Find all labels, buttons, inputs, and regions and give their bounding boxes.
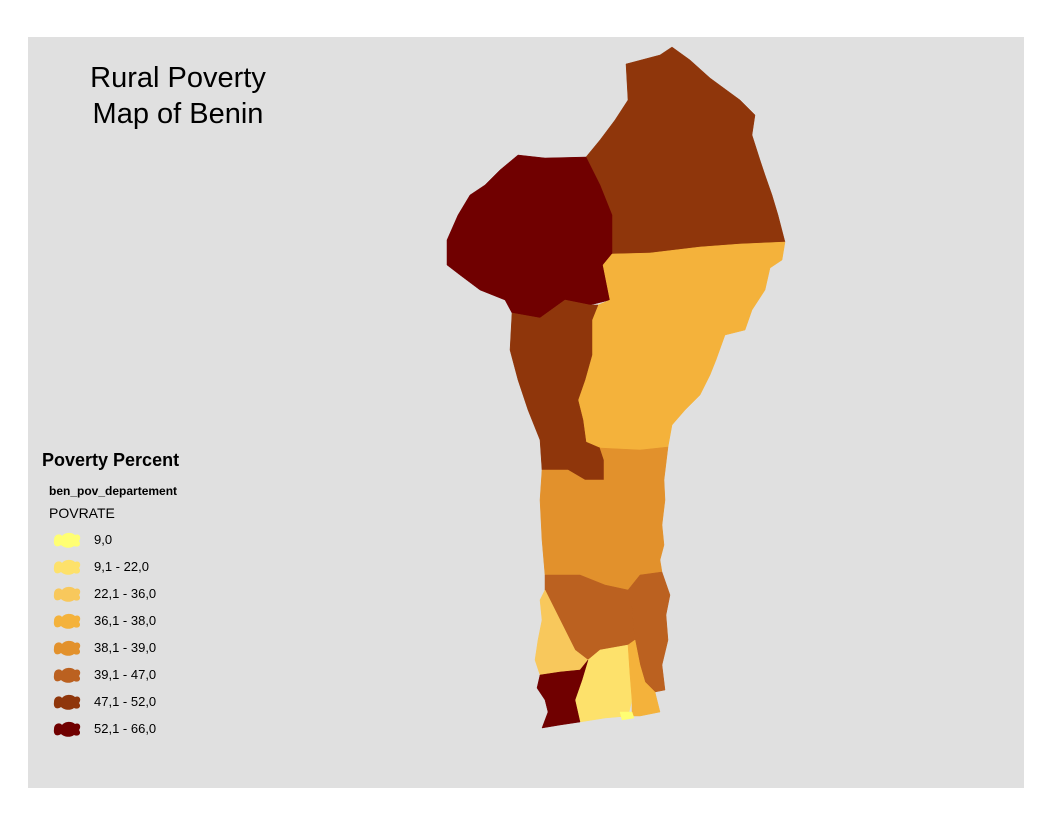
map-title-line-1: Rural Poverty [90,62,266,94]
legend-item-label: 9,1 - 22,0 [94,559,149,574]
legend-swatch-icon [53,559,81,575]
region-north-west[interactable] [446,154,613,319]
region-south-east[interactable] [627,571,671,693]
legend-item: 36,1 - 38,0 [52,612,262,639]
legend-item-label: 22,1 - 36,0 [94,586,157,601]
legend-title: Poverty Percent [42,450,180,470]
legend-swatch-icon [53,586,81,602]
region-central-west[interactable] [509,299,605,481]
legend-item: 9,1 - 22,0 [52,558,262,585]
region-south-cotonou[interactable] [619,711,635,721]
legend: Poverty Percent ben_pov_departement POVR… [42,449,262,747]
legend-swatch-icon [53,532,81,548]
region-south-porto-novo[interactable] [627,639,661,717]
legend-item: 9,0 [52,531,262,558]
legend-item-label: 9,0 [94,532,113,547]
region-north-east[interactable] [585,46,786,255]
legend-item: 47,1 - 52,0 [52,693,262,720]
legend-swatch-icon [53,613,81,629]
legend-swatch-icon [53,640,81,656]
region-central-east[interactable] [577,241,786,451]
legend-layer-name: ben_pov_departement [49,484,178,498]
legend-item-label: 38,1 - 39,0 [94,640,157,655]
map-title: Rural Poverty Map of Benin [42,60,314,132]
legend-item-label: 39,1 - 47,0 [94,667,157,682]
legend-swatch-icon [53,667,81,683]
legend-item-label: 36,1 - 38,0 [94,613,157,628]
legend-swatch-icon [53,721,81,737]
legend-items: 9,0 9,1 - 22,0 22,1 - 36,0 36,1 - 38,0 3… [42,531,262,747]
legend-field-name: POVRATE [49,505,115,521]
legend-item-label: 47,1 - 52,0 [94,694,157,709]
legend-item: 22,1 - 36,0 [52,585,262,612]
legend-item-label: 52,1 - 66,0 [94,721,157,736]
map-title-line-2: Map of Benin [92,98,264,130]
region-south-ouidah[interactable] [536,659,589,729]
legend-item: 39,1 - 47,0 [52,666,262,693]
legend-item: 38,1 - 39,0 [52,639,262,666]
legend-item: 52,1 - 66,0 [52,720,262,747]
legend-swatch-icon [53,694,81,710]
